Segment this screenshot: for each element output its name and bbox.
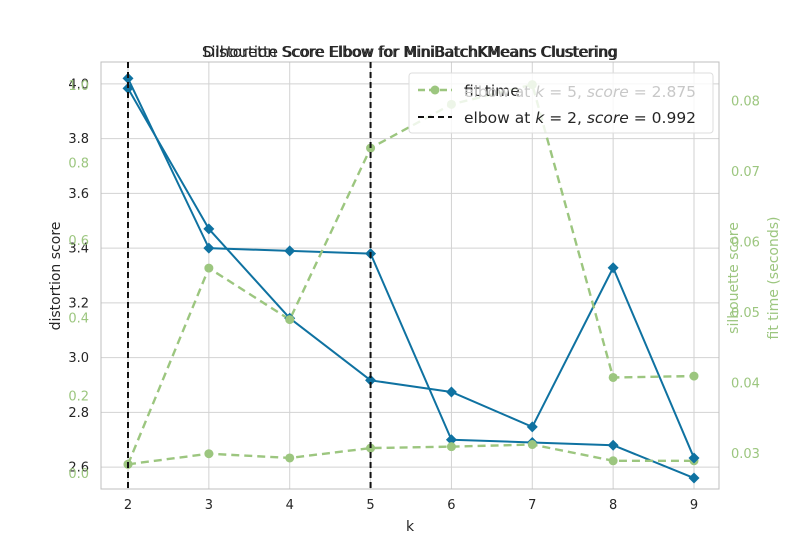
y-tick-label-distortion: 3.0: [68, 351, 89, 366]
point-silhouette-1: [445, 386, 457, 398]
x-tick-label: 5: [366, 498, 374, 513]
y-tick-label-distortion: 3.2: [68, 296, 89, 311]
point-fit-time-1: [608, 372, 618, 382]
series-markers: [122, 72, 700, 484]
legend-fit-time-marker: [430, 85, 440, 95]
point-silhouette-1: [365, 374, 377, 386]
x-tick-label: 9: [690, 498, 698, 513]
point-silhouette-1: [203, 223, 215, 235]
point-distortion-0: [607, 439, 619, 451]
legend-silhouette-elbow-label: elbow at k = 5, score = 2.875: [464, 83, 696, 101]
series-line-fit-time-1: [126, 83, 695, 465]
legend-fit-time-label: fit time: [464, 82, 520, 100]
y2-tick-label-fit-time: 0.03: [731, 447, 760, 462]
series-lines: [126, 77, 695, 479]
point-fit-time-0: [285, 453, 295, 463]
point-distortion-0: [688, 472, 700, 484]
x-tick-label: 7: [528, 498, 536, 513]
chart-title-silhouette: Silhouette Score Elbow for MiniBatchKMea…: [202, 43, 618, 61]
y-tick-label-distortion: 4.0: [68, 77, 89, 92]
point-fit-time-0: [366, 443, 376, 453]
y2-tick-label-fit-time: 0.08: [731, 94, 760, 109]
y2-tick-label-fit-time: 0.05: [731, 306, 760, 321]
point-distortion-0: [445, 434, 457, 446]
y-tick-label-distortion: 3.4: [68, 242, 89, 257]
y-tick-label-silhouette: 1.0: [68, 79, 89, 94]
y-axis-label-silhouette: silhouette score: [726, 222, 742, 334]
point-fit-time-1: [366, 143, 376, 153]
point-silhouette-1: [607, 262, 619, 274]
point-fit-time-0: [527, 440, 537, 450]
x-axis-label: k: [406, 519, 415, 535]
x-tick-label: 6: [447, 498, 455, 513]
point-fit-time-0: [446, 442, 456, 452]
y2-tick-label-fit-time: 0.06: [731, 235, 760, 250]
point-silhouette-1: [688, 452, 700, 464]
x-tick-label: 2: [124, 498, 132, 513]
point-silhouette-1: [526, 421, 538, 433]
point-distortion-0: [284, 245, 296, 257]
point-fit-time-0: [608, 456, 618, 466]
series-line-silhouette-1: [127, 87, 695, 459]
y-tick-label-silhouette: 0.0: [68, 467, 89, 482]
y-tick-label-distortion: 2.8: [68, 406, 89, 421]
x-tick-label: 8: [609, 498, 617, 513]
point-distortion-0: [122, 72, 134, 84]
y2-tick-label-fit-time: 0.04: [731, 377, 760, 392]
y2-axis-label-fit-time: fit time (seconds): [766, 217, 782, 340]
y-tick-label-silhouette: 0.2: [68, 389, 89, 404]
point-silhouette-1: [122, 82, 134, 94]
point-distortion-0: [203, 242, 215, 254]
y-tick-label-distortion: 3.8: [68, 132, 89, 147]
series-line-distortion-0: [127, 77, 695, 479]
legend-box: [408, 72, 714, 134]
legend-distortion-elbow-label: elbow at k = 2, score = 0.992: [464, 109, 696, 127]
plot-frame: [100, 61, 720, 490]
y-axis-label-distortion: distortion score: [48, 222, 64, 331]
point-fit-time-1: [285, 315, 295, 325]
y-tick-label-silhouette: 0.6: [68, 234, 89, 249]
y-tick-label-distortion: 3.6: [68, 187, 89, 202]
y2-tick-label-fit-time: 0.07: [731, 165, 760, 180]
tick-labels: 2 3 4 5 6 7 8 9 2.6 2.8 3.0 3.2 3.4 3.6 3.8 4.0 0.0 0.2 0.…: [68, 77, 760, 513]
point-fit-time-0: [204, 449, 214, 459]
y-tick-label-silhouette: 0.8: [68, 156, 89, 171]
series-line-fit-time-0: [127, 443, 694, 466]
y-tick-label-distortion: 2.6: [68, 461, 89, 476]
point-fit-time-1: [689, 371, 699, 381]
point-fit-time-1: [204, 263, 214, 273]
legend: fit time elbow at k = 5, score = 2.875 e…: [408, 72, 714, 134]
x-tick-label: 3: [205, 498, 213, 513]
x-tick-label: 4: [286, 498, 294, 513]
chart-title-distortion: Distortion Score Elbow for MiniBatchKMea…: [203, 43, 616, 61]
y-tick-label-silhouette: 0.4: [68, 312, 89, 327]
